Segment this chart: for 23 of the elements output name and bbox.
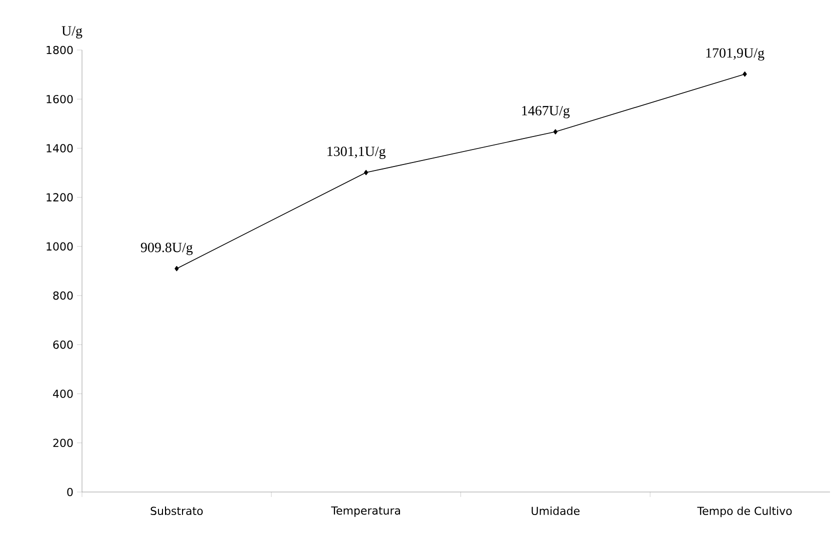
point	[742, 71, 747, 77]
y-tick-label: 1400	[46, 144, 73, 152]
data-label: 1701,9U/g	[706, 48, 764, 61]
y-tick-label: 400	[53, 390, 73, 398]
point	[174, 266, 179, 272]
y-tick-label: 1200	[46, 193, 73, 202]
x-tick-label: Tempo de Cultivo	[697, 506, 792, 518]
y-tick-label: 1600	[46, 94, 73, 104]
data-label: 909.8U/g	[140, 242, 193, 256]
y-axis-title: U/g	[62, 26, 82, 38]
y-tick-label: 200	[53, 438, 73, 448]
y-tick-label: 0	[67, 488, 73, 496]
x-tick-label: Substrato	[150, 506, 203, 516]
x-tick-label: Temperatura	[331, 506, 400, 517]
y-tick-label: 1000	[46, 242, 73, 251]
y-tick-label: 800	[53, 291, 73, 300]
y-tick-label: 1800	[46, 46, 73, 54]
data-label: 1467U/g	[522, 106, 570, 118]
x-tick-label: Umidade	[532, 506, 580, 516]
y-tick-label: 600	[53, 340, 73, 349]
data-label: 1301,1U/g	[328, 146, 386, 159]
point	[553, 129, 558, 134]
point	[364, 170, 368, 176]
